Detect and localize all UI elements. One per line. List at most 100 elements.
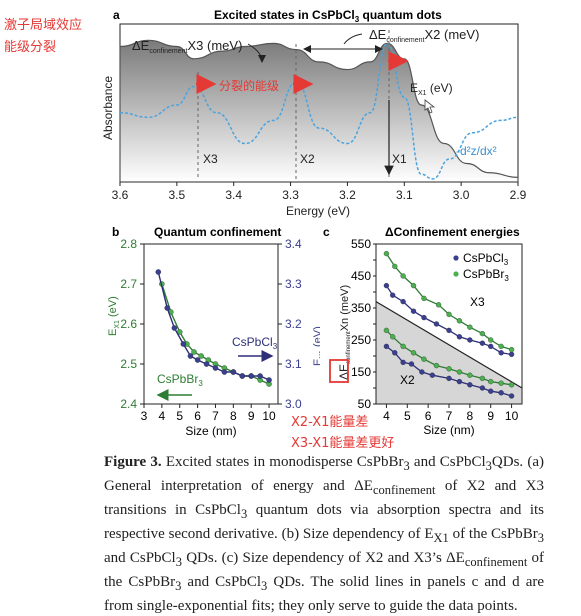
panel-b-ylabel-left: EX1 (eV) (107, 296, 121, 336)
panel-b-xtick-label: 5 (176, 409, 183, 423)
panel-c-point (467, 337, 473, 343)
panel-c-point (456, 318, 463, 324)
panel-b-point (266, 377, 272, 383)
panel-c-ytick-label: 350 (351, 301, 371, 315)
panel-b-xtick-label: 3 (141, 409, 148, 423)
panel-c-point (446, 327, 452, 334)
panel-c-point (421, 356, 427, 362)
panel-c-point (392, 350, 398, 356)
panel-b-point (212, 365, 219, 371)
panel-c-legend-br: CsPbBr3 (463, 267, 509, 283)
annotation-exciton-localization: 激子局域效应 (4, 18, 83, 33)
panel-a: a Excited states in CsPbCl3 quantum dots… (101, 8, 527, 218)
panel-c-point (479, 375, 486, 382)
panel-c-point (479, 385, 486, 391)
panel-c-point (508, 393, 515, 399)
panel-a-title: Excited states in CsPbCl3 quantum dots (214, 8, 442, 24)
panel-b-ytick-left-label: 2.5 (120, 357, 137, 371)
panel-c-point (383, 250, 390, 257)
panel-c-point (390, 334, 396, 340)
panel-c-point (479, 340, 486, 346)
panel-c-point (467, 324, 473, 330)
panel-b-xlabel: Size (nm) (185, 424, 236, 438)
panel-b-legend-br: CsPbBr3 (157, 372, 203, 388)
panel-c-label: c (323, 225, 330, 239)
panel-c-xtick-label: 4 (383, 409, 390, 423)
x1-label: X1 (392, 152, 407, 166)
derivative-label: -d²z/dx² (456, 144, 497, 158)
panel-b-xtick-label: 7 (212, 409, 219, 423)
panel-c-point (479, 330, 486, 337)
panel-b-point (230, 369, 237, 375)
panel-b-xtick-label: 8 (230, 409, 237, 423)
x2-label: X2 (300, 152, 315, 166)
panel-b-ytick-right-label: 3.2 (285, 317, 302, 331)
panel-b-point (239, 373, 246, 379)
panel-a-xtick-label: 3.4 (225, 188, 242, 202)
panel-c-point (419, 369, 425, 375)
panel-c-xtick-label: 10 (505, 409, 519, 423)
panel-a-label: a (113, 8, 120, 22)
panel-b-ytick-right-label: 3.0 (285, 397, 302, 411)
panel-c-xtick-label: 7 (446, 409, 453, 423)
panel-c-ytick-label: 50 (358, 397, 372, 411)
panel-c-xlabel: Size (nm) (423, 423, 474, 437)
second-derivative-line (119, 42, 519, 180)
panel-c-point (383, 343, 390, 350)
panel-c-point (498, 350, 504, 356)
panel-c-point (400, 343, 406, 350)
panel-b-plot (155, 269, 272, 387)
panel-b-ytick-right-label: 3.1 (285, 357, 302, 371)
panel-c-point (410, 282, 417, 289)
panel-b-xtick-label: 10 (262, 409, 276, 423)
panel-c-point (383, 282, 390, 289)
panel-c-plot (375, 250, 523, 404)
panel-b-point (164, 305, 170, 311)
panel-c-ytick-label: 250 (351, 333, 371, 347)
panel-b-ylabel-right: EX1 (eV) (312, 326, 320, 366)
panel-a-xtick-label: 3.6 (112, 188, 129, 202)
panel-c-point (408, 361, 415, 367)
panel-c-point (488, 343, 494, 350)
panel-b-point (248, 373, 254, 379)
panel-c-point (467, 372, 473, 378)
panel-c-point (498, 390, 504, 396)
panel-c-title: ΔConfinement energies (385, 225, 520, 239)
panel-c-point (400, 359, 406, 366)
panel-c-xtick-label: 5 (404, 409, 411, 423)
panel-a-xtick-label: 3.3 (282, 188, 299, 202)
panel-b-point (194, 357, 201, 363)
panel-c-point (400, 273, 406, 279)
panel-b-legend-cl: CsPbCl3 (232, 335, 278, 351)
panel-c-ylabel: ΔEconfinementXn (meV) (337, 285, 352, 380)
panel-c-point (446, 366, 452, 372)
panel-c-ytick-label: 150 (351, 365, 371, 379)
absorbance-area (119, 39, 519, 183)
panel-c-point (467, 382, 473, 388)
panel-c-point (488, 337, 494, 343)
panel-c-point (446, 311, 452, 318)
dE-x2-curve (343, 33, 363, 45)
panel-b-ytick-right-label: 3.4 (285, 237, 302, 251)
panel-c-point (498, 343, 504, 350)
panel-c-point (410, 350, 417, 356)
panel-c-point (456, 378, 463, 385)
panel-c-region-x2: X2 (400, 373, 415, 387)
panel-a-xtick-label: 2.9 (510, 188, 527, 202)
panel-b-point (155, 269, 162, 275)
panel-a-xtick-label: 3.0 (453, 188, 470, 202)
hand-cursor-icon (424, 99, 436, 114)
panel-b-ytick-left-label: 2.6 (120, 317, 137, 331)
panel-c-region-x3: X3 (470, 295, 485, 309)
panel-c-point (435, 302, 442, 308)
panel-c-point (456, 334, 463, 340)
panel-c-point (410, 308, 417, 314)
panel-c-ticks: 4 5 6 7 8 9 10 50 150 250 350 450 550 (351, 237, 519, 423)
dE-x2-label: ΔEconfinementX2 (meV) (369, 27, 479, 44)
panel-c-legend-cl: CsPbCl3 (463, 251, 509, 267)
panel-c-legend-cl-marker (453, 255, 459, 261)
annotation-x2-x1: X2-X1能量差 (291, 415, 369, 430)
panel-b-ytick-left-label: 2.8 (120, 237, 137, 251)
panel-b-point (203, 361, 210, 367)
panel-c-divider (375, 301, 523, 389)
